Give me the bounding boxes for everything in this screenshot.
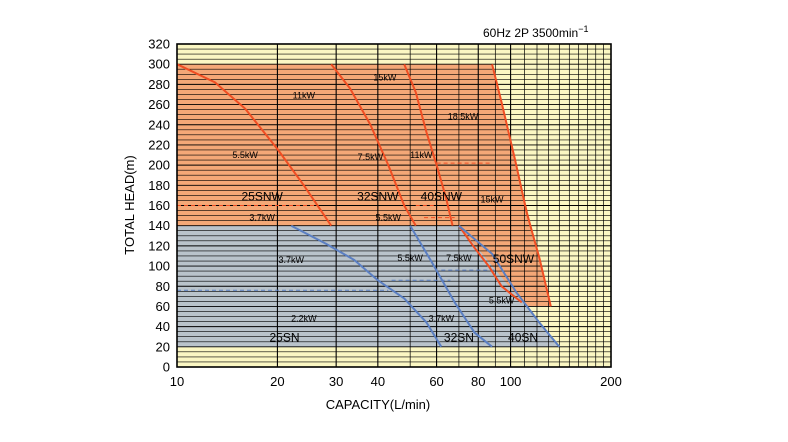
- power-label: 15kW: [481, 194, 505, 204]
- curve-snw: [330, 63, 417, 227]
- x-tick-label: 200: [600, 374, 622, 389]
- speed-note: 60Hz 2P 3500min−1: [483, 24, 588, 40]
- y-tick-label: 60: [156, 299, 170, 314]
- x-tick-label: 40: [371, 374, 385, 389]
- y-tick-label: 160: [148, 198, 170, 213]
- y-axis-title: TOTAL HEAD(m): [122, 155, 137, 254]
- x-axis-title: CAPACITY(L/min): [326, 397, 431, 412]
- x-tick-label: 80: [471, 374, 485, 389]
- curve-sn: [458, 224, 561, 348]
- curve-sn: [290, 224, 443, 348]
- x-tick-label: 100: [500, 374, 522, 389]
- curve-snw: [403, 63, 454, 226]
- power-label: 3.7kW: [249, 213, 275, 223]
- y-tick-label: 0: [163, 360, 170, 375]
- y-tick-label: 220: [148, 137, 170, 152]
- power-label: 7.5kW: [446, 253, 472, 263]
- curve-sn: [409, 225, 493, 348]
- y-tick-label: 80: [156, 279, 170, 294]
- y-tick-label: 20: [156, 339, 170, 354]
- model-label: 40SN: [508, 331, 538, 345]
- x-tick-label: 60: [429, 374, 443, 389]
- power-label: 5.5kW: [232, 150, 258, 160]
- curve-snw: [491, 63, 552, 307]
- y-tick-label: 280: [148, 77, 170, 92]
- y-tick-label: 40: [156, 319, 170, 334]
- power-label: 11kW: [293, 90, 316, 100]
- plot-frame: [176, 43, 612, 368]
- model-label: 32SNW: [357, 189, 399, 203]
- model-label: 25SN: [269, 331, 299, 345]
- power-label: 5.5kW: [489, 295, 515, 305]
- y-tick-label: 100: [148, 259, 170, 274]
- speed-note-sup: −1: [578, 24, 588, 34]
- speed-note-main: 60Hz 2P 3500min: [483, 26, 578, 40]
- y-tick-label: 180: [148, 178, 170, 193]
- model-label: 50SNW: [493, 252, 535, 266]
- power-label: 7.5kW: [358, 152, 384, 162]
- y-tick-label: 120: [148, 238, 170, 253]
- y-tick-label: 320: [148, 37, 170, 52]
- y-tick-label: 140: [148, 218, 170, 233]
- x-tick-label: 10: [170, 374, 184, 389]
- y-tick-label: 240: [148, 117, 170, 132]
- y-tick-label: 300: [148, 57, 170, 72]
- power-label: 11kW: [410, 150, 433, 160]
- x-tick-label: 20: [270, 374, 284, 389]
- power-label: 2.2kW: [291, 314, 317, 324]
- curve-snw: [458, 225, 523, 304]
- power-label: 18.5kW: [448, 112, 479, 122]
- model-label: 40SNW: [421, 189, 463, 203]
- power-label: 3.7kW: [278, 255, 304, 265]
- y-tick-label: 200: [148, 158, 170, 173]
- y-tick-label: 260: [148, 97, 170, 112]
- power-label: 5.5kW: [376, 213, 402, 223]
- power-label: 15kW: [373, 72, 397, 82]
- model-label: 32SN: [444, 331, 474, 345]
- x-tick-label: 30: [329, 374, 343, 389]
- power-label: 5.5kW: [397, 253, 423, 263]
- power-label: 3.7kW: [429, 314, 455, 324]
- model-label: 25SNW: [241, 189, 283, 203]
- curve-snw: [176, 63, 333, 227]
